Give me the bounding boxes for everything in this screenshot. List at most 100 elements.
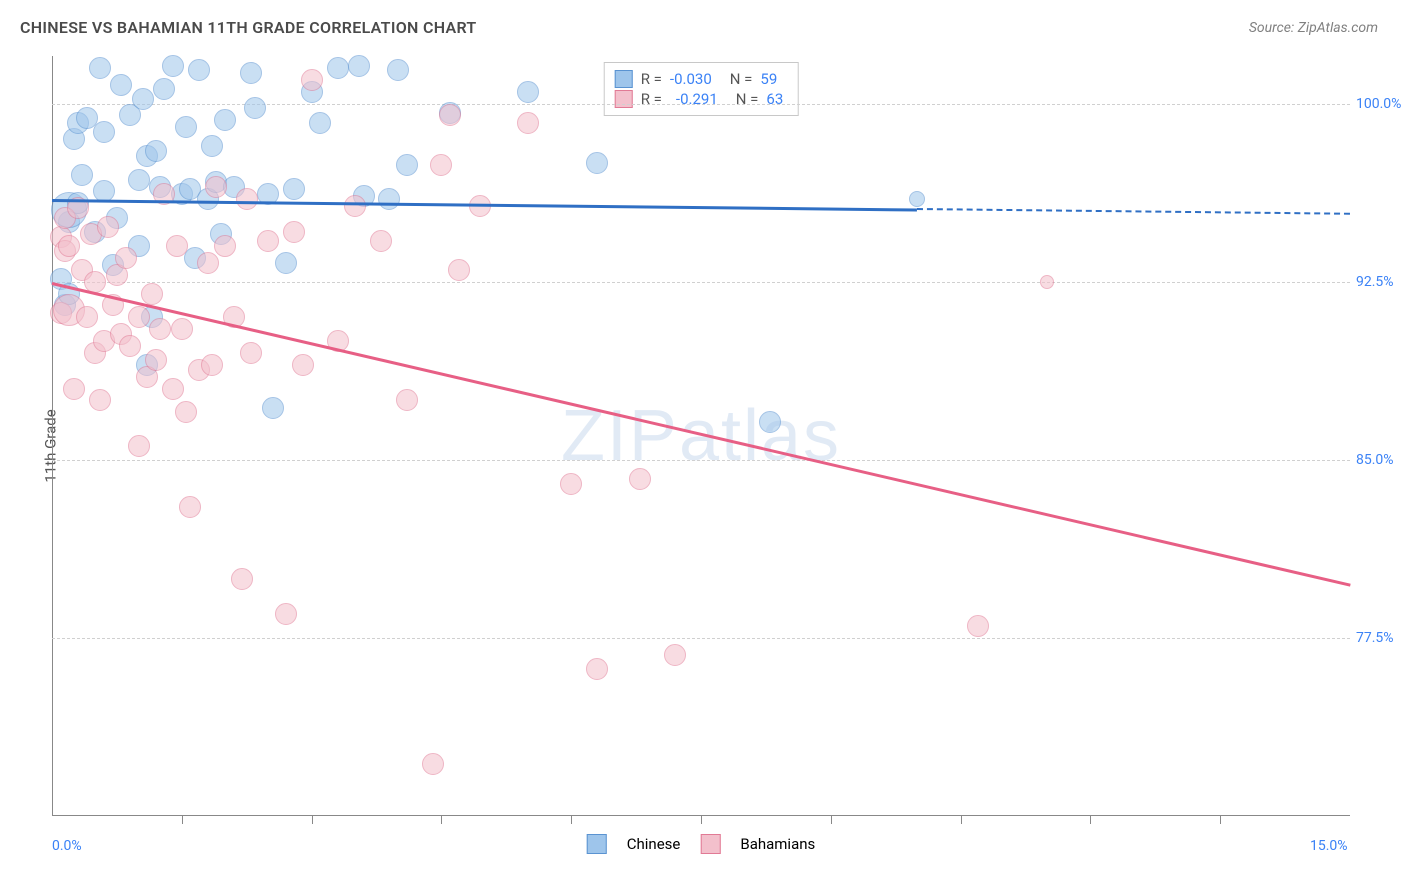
data-point — [283, 221, 305, 243]
data-point — [344, 195, 366, 217]
data-point — [283, 178, 305, 200]
data-point — [119, 335, 141, 357]
data-point — [1040, 275, 1054, 289]
legend-row-chinese: R = -0.030 N = 59 — [615, 69, 784, 89]
data-point — [664, 644, 686, 666]
data-point — [327, 57, 349, 79]
data-point — [759, 411, 781, 433]
data-point — [205, 176, 227, 198]
x-axis-min-label: 0.0% — [52, 838, 82, 854]
x-tick-mark — [182, 816, 183, 824]
x-tick-mark — [441, 816, 442, 824]
x-tick-mark — [1220, 816, 1221, 824]
data-point — [240, 342, 262, 364]
data-point — [909, 191, 925, 207]
y-axis-line — [52, 56, 53, 816]
data-point — [128, 435, 150, 457]
data-point — [179, 496, 201, 518]
trend-line-extrapolated — [917, 208, 1350, 215]
data-point — [448, 259, 470, 281]
x-tick-mark — [701, 816, 702, 824]
data-point — [396, 389, 418, 411]
data-point — [149, 318, 171, 340]
series-legend: Chinese Bahamians — [587, 834, 816, 854]
x-axis-max-label: 15.0% — [1310, 838, 1348, 854]
data-point — [201, 354, 223, 376]
data-point — [145, 349, 167, 371]
data-point — [629, 468, 651, 490]
data-point — [197, 252, 219, 274]
data-point — [586, 152, 608, 174]
data-point — [175, 401, 197, 423]
data-point — [560, 473, 582, 495]
data-point — [396, 154, 418, 176]
data-point — [58, 235, 80, 257]
swatch-icon — [615, 90, 633, 108]
x-tick-mark — [312, 816, 313, 824]
data-point — [430, 154, 452, 176]
data-point — [301, 69, 323, 91]
legend-series-label: Chinese — [627, 835, 681, 853]
swatch-icon — [700, 834, 720, 854]
legend-n-value: 63 — [766, 90, 783, 108]
legend-n-value: 59 — [760, 70, 777, 88]
data-point — [89, 57, 111, 79]
legend-n-label: N = — [730, 70, 753, 88]
data-point — [89, 389, 111, 411]
data-point — [517, 81, 539, 103]
data-point — [93, 121, 115, 143]
data-point — [115, 247, 137, 269]
gridline — [52, 460, 1350, 461]
data-point — [76, 306, 98, 328]
swatch-icon — [615, 70, 633, 88]
data-point — [422, 753, 444, 775]
data-point — [292, 354, 314, 376]
data-point — [370, 230, 392, 252]
data-point — [231, 568, 253, 590]
y-tick-label: 85.0% — [1356, 452, 1406, 468]
legend-row-bahamians: R = -0.291 N = 63 — [615, 89, 784, 109]
data-point — [967, 615, 989, 637]
legend-r-label: R = — [641, 70, 662, 88]
data-point — [275, 603, 297, 625]
data-point — [214, 235, 236, 257]
data-point — [162, 55, 184, 77]
data-point — [236, 188, 258, 210]
y-tick-label: 100.0% — [1356, 96, 1406, 112]
trend-line — [52, 282, 1351, 586]
data-point — [71, 164, 93, 186]
y-tick-label: 77.5% — [1356, 630, 1406, 646]
x-tick-mark — [1090, 816, 1091, 824]
data-point — [262, 397, 284, 419]
data-point — [132, 88, 154, 110]
data-point — [439, 104, 461, 126]
gridline — [52, 638, 1350, 639]
legend-n-label: N = — [736, 90, 759, 108]
data-point — [188, 59, 210, 81]
data-point — [348, 55, 370, 77]
data-point — [128, 306, 150, 328]
data-point — [166, 235, 188, 257]
legend-r-value: -0.030 — [670, 70, 712, 88]
x-tick-mark — [571, 816, 572, 824]
data-point — [97, 216, 119, 238]
data-point — [517, 112, 539, 134]
data-point — [145, 140, 167, 162]
chart-plot-area: ZIPatlas R = -0.030 N = 59 R = -0.291 N … — [52, 56, 1350, 816]
data-point — [378, 188, 400, 210]
data-point — [162, 378, 184, 400]
legend-series-label: Bahamians — [740, 835, 815, 853]
data-point — [153, 78, 175, 100]
data-point — [175, 116, 197, 138]
chart-title: CHINESE VS BAHAMIAN 11TH GRADE CORRELATI… — [20, 18, 477, 37]
correlation-legend: R = -0.030 N = 59 R = -0.291 N = 63 — [604, 62, 799, 116]
swatch-icon — [587, 834, 607, 854]
watermark: ZIPatlas — [561, 395, 841, 477]
data-point — [214, 109, 236, 131]
data-point — [63, 378, 85, 400]
data-point — [257, 230, 279, 252]
legend-r-label: R = — [641, 90, 662, 108]
data-point — [586, 658, 608, 680]
gridline — [52, 282, 1350, 283]
legend-r-value: -0.291 — [676, 90, 718, 108]
